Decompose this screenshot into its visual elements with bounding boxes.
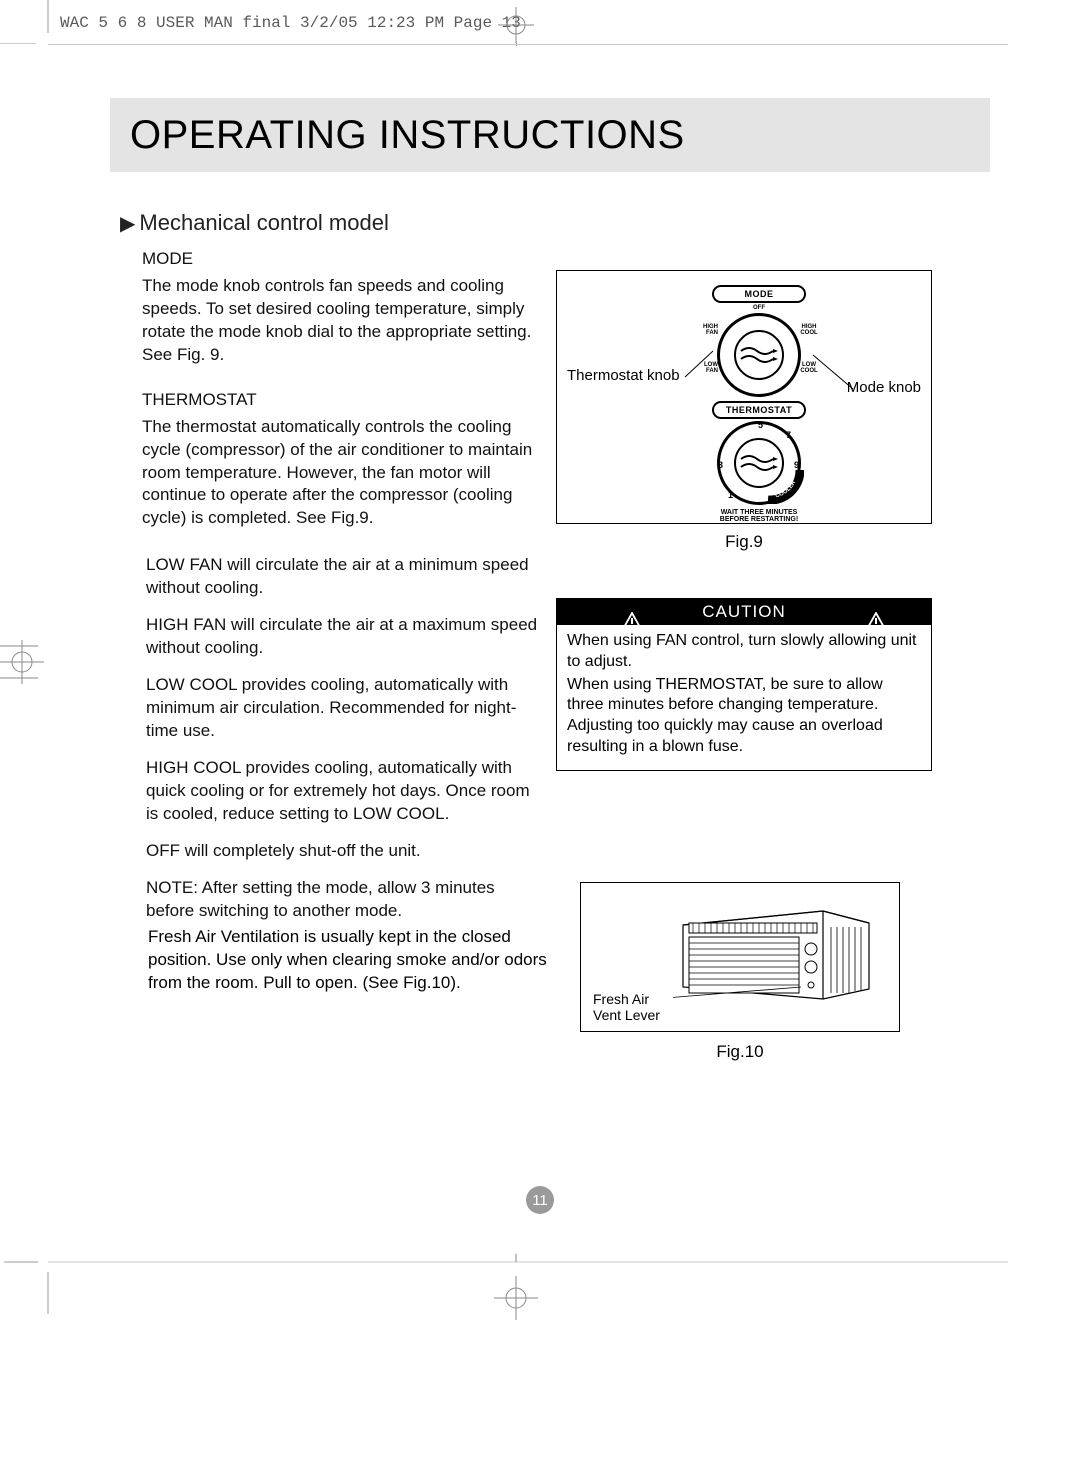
mode-plate: MODE: [712, 285, 806, 303]
hc-label: HIGH COOL: [798, 324, 820, 336]
caution-header: CAUTION: [557, 599, 931, 625]
registration-mark-top: [498, 7, 534, 43]
left-column: MODE The mode knob controls fan speeds a…: [142, 248, 542, 937]
section-subheading: ▶Mechanical control model: [120, 210, 389, 236]
tick-1: 1: [728, 490, 733, 500]
tick-3: 3: [718, 460, 723, 470]
caution-header-text: CAUTION: [702, 602, 786, 622]
fig9-footnote: WAIT THREE MINUTES BEFORE RESTARTING!: [709, 509, 809, 523]
thermostat-heading: THERMOSTAT: [142, 389, 542, 412]
low-cool-text: LOW COOL provides cooling, automatically…: [146, 674, 542, 743]
mode-body: The mode knob controls fan speeds and co…: [142, 275, 542, 367]
note-text: NOTE: After setting the mode, allow 3 mi…: [146, 877, 542, 923]
hf-label: HIGH FAN: [700, 324, 718, 336]
subheading-text: Mechanical control model: [139, 210, 388, 235]
knob-stack: MODE OFF HIGH FAN LOW FAN HIGH COOL LOW …: [709, 285, 809, 523]
off-label: OFF: [709, 305, 809, 311]
fig9-box: Thermostat knob Mode knob MODE OFF HIGH …: [556, 270, 932, 524]
title-band: OPERATING INSTRUCTIONS: [110, 98, 990, 172]
mode-knob: HIGH FAN LOW FAN HIGH COOL LOW COOL: [717, 313, 801, 397]
page-title: OPERATING INSTRUCTIONS: [130, 113, 685, 158]
tick-5: 5: [758, 420, 763, 430]
off-text: OFF will completely shut-off the unit.: [146, 840, 542, 863]
low-fan-text: LOW FAN will circulate the air at a mini…: [146, 554, 542, 600]
thermostat-knob: 5 7 9 3 1 COOLER: [717, 421, 801, 505]
fig9-area: Thermostat knob Mode knob MODE OFF HIGH …: [556, 270, 932, 552]
fig10-box: Fresh Air Vent Lever: [580, 882, 900, 1032]
lc-label: LOW COOL: [798, 362, 820, 374]
tick-7: 7: [786, 430, 791, 440]
high-cool-text: HIGH COOL provides cooling, automaticall…: [146, 757, 542, 826]
thermostat-body: The thermostat automatically controls th…: [142, 416, 542, 531]
mode-heading: MODE: [142, 248, 542, 271]
wave-icon: [739, 345, 779, 365]
fig10-label: Fresh Air Vent Lever: [593, 991, 660, 1023]
printer-header-text: WAC 5 6 8 USER MAN final 3/2/05 12:23 PM…: [60, 14, 521, 32]
high-fan-text: HIGH FAN will circulate the air at a max…: [146, 614, 542, 660]
page-number: 11: [526, 1186, 554, 1214]
ac-unit-illustration: [673, 903, 873, 1003]
fresh-air-text: Fresh Air Ventilation is usually kept in…: [148, 926, 548, 995]
caution-box: CAUTION When using FAN control, turn slo…: [556, 598, 932, 771]
fig10-area: Fresh Air Vent Lever Fig.10: [580, 882, 900, 1062]
fig9-caption: Fig.9: [556, 532, 932, 552]
caution-p2: When using THERMOSTAT, be sure to allow …: [567, 675, 921, 758]
lf-label: LOW FAN: [700, 362, 718, 374]
crop-marks-bottom: [0, 1254, 1080, 1474]
caution-p1: When using FAN control, turn slowly allo…: [567, 631, 921, 673]
thermostat-plate: THERMOSTAT: [712, 401, 806, 419]
arrow-icon: ▶: [120, 213, 135, 235]
caution-body: When using FAN control, turn slowly allo…: [557, 625, 931, 770]
fig10-caption: Fig.10: [580, 1042, 900, 1062]
crop-mark-left: [0, 632, 48, 692]
cooler-arc: COOLER: [764, 464, 804, 504]
top-rule: [48, 44, 1008, 45]
